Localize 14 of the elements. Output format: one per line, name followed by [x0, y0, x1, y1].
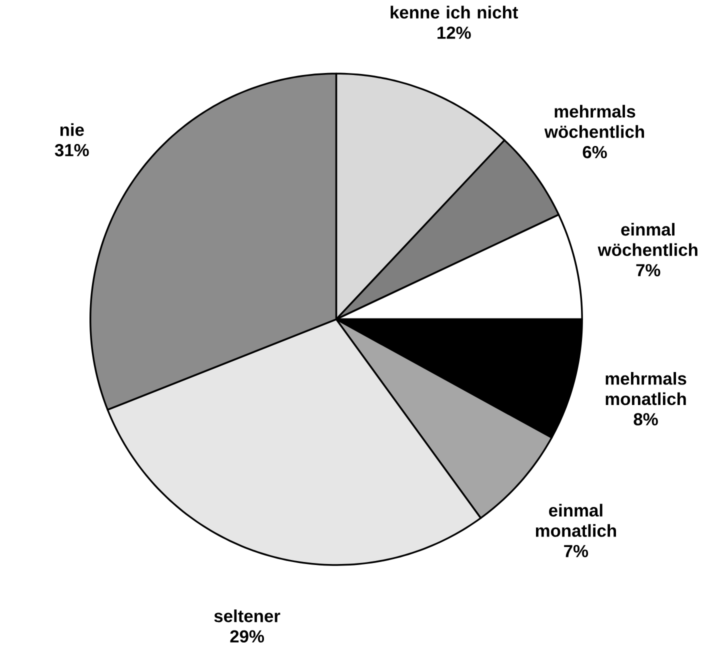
slice-label: seltener: [214, 609, 280, 622]
data-label: 7%: [564, 544, 588, 558]
slice-label: kenne ich nicht: [390, 6, 518, 18]
data-label: 6%: [582, 146, 607, 158]
data-label: 8%: [634, 412, 658, 426]
data-label: 7%: [636, 264, 660, 276]
slice-label: einmal wöchentlich: [598, 222, 698, 256]
slice-label: mehrmals wöchentlich: [544, 104, 644, 138]
slice-label: einmal monatlich: [536, 504, 616, 537]
slice-label: mehrmals monatlich: [606, 372, 686, 405]
slice-label: nie: [60, 123, 84, 136]
data-label: 29%: [230, 630, 264, 642]
data-label: 12%: [438, 26, 471, 39]
data-label: 31%: [54, 144, 89, 156]
